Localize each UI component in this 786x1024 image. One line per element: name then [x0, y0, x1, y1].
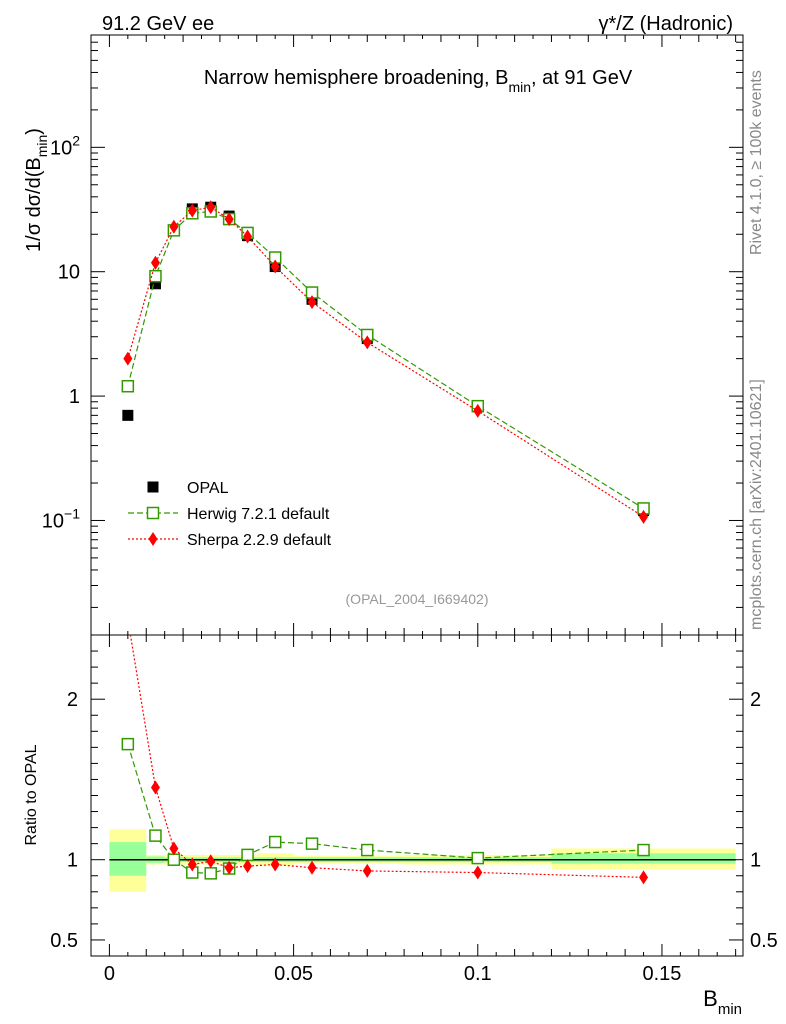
series-line	[127, 206, 644, 518]
series-opal	[122, 201, 650, 517]
ratio-point	[268, 835, 282, 849]
ratio-point	[305, 837, 319, 850]
ratio-point	[169, 841, 179, 856]
ratio-point	[149, 829, 162, 842]
ratio-point	[243, 859, 253, 874]
ratio-point	[361, 843, 374, 857]
ratio-point	[270, 857, 280, 872]
mc-point	[243, 229, 253, 244]
mc-point	[270, 259, 280, 274]
series-herwig	[121, 205, 650, 515]
ratio-y-tick-label: 1	[67, 850, 78, 872]
ratio-point	[204, 867, 217, 880]
stat-uncertainty-band	[551, 853, 736, 864]
ratio-point	[224, 860, 234, 875]
mc-point	[187, 203, 197, 218]
x-tick-label: 0	[104, 963, 115, 985]
x-tick-label: 0.1	[464, 963, 492, 985]
ratio-y-tick-label: 2	[67, 689, 78, 711]
main-y-axis-label: 1/σ dσ/d(Bmin)	[23, 128, 50, 252]
series-sherpa	[123, 200, 649, 524]
ratio-point	[473, 865, 483, 880]
process-label: γ*/Z (Hadronic)	[599, 13, 733, 35]
mc-point	[206, 200, 216, 215]
ratio-y-tick-label-right: 1	[750, 850, 761, 872]
ratio-panel: Ratio to OPAL Bmin 0 0.05 0.1 0.15 0.5 0.5 1 1 2…	[23, 35, 778, 1018]
mc-point	[149, 269, 162, 283]
legend-label: Sherpa 2.2.9 default	[187, 532, 332, 549]
ratio-point	[241, 848, 254, 862]
legend-marker	[147, 481, 159, 493]
legend-label: Herwig 7.2.1 default	[187, 506, 330, 523]
legend: OPAL Herwig 7.2.1 default Sherpa 2.2.9 def…	[128, 480, 332, 549]
x-axis-label: Bmin	[703, 986, 742, 1018]
legend-label: OPAL	[187, 480, 229, 497]
ratio-series-line	[129, 635, 644, 878]
ratio-point	[362, 863, 372, 878]
mc-point	[224, 212, 234, 227]
ratio-uncertainty-bands	[109, 829, 736, 892]
ratio-y-axis-label: Ratio to OPAL	[23, 744, 40, 845]
ratio-point	[206, 854, 216, 869]
y-tick-label: 1	[69, 386, 80, 408]
mc-point	[123, 351, 133, 366]
ratio-y-tick-label: 0.5	[50, 930, 78, 952]
x-tick-label: 0.05	[274, 963, 313, 985]
energy-label: 91.2 GeV ee	[102, 13, 214, 35]
ratio-point	[123, 612, 132, 626]
ratio-y-tick-label-right: 0.5	[750, 930, 778, 952]
mc-point	[169, 219, 179, 234]
ratio-point	[167, 853, 181, 866]
legend-marker	[148, 532, 158, 546]
data-point	[149, 278, 161, 290]
ratio-plot-frame	[90, 634, 744, 957]
mc-point	[362, 335, 372, 350]
mc-point	[639, 509, 649, 524]
ratio-point	[307, 860, 317, 875]
ratio-point	[471, 851, 485, 865]
ratio-point	[187, 857, 197, 872]
mc-point	[121, 379, 135, 393]
chart-title: Narrow hemisphere broadening, Bmin, at 9…	[204, 67, 633, 95]
mc-point	[473, 403, 483, 418]
main-panel: Narrow hemisphere broadening, Bmin, at 9…	[23, 34, 744, 636]
ratio-point	[150, 780, 160, 795]
ratio-point	[639, 870, 649, 885]
ratio-series-sherpa	[123, 612, 649, 885]
mcplots-label: mcplots.cern.ch [arXiv:2401.10621]	[748, 379, 765, 630]
stat-uncertainty-band	[109, 842, 147, 876]
data-point	[122, 409, 134, 421]
mc-point	[150, 255, 160, 270]
y-tick-label: 10−1	[42, 505, 80, 532]
x-tick-label: 0.15	[642, 963, 681, 985]
y-tick-label: 102	[50, 132, 80, 159]
mc-point	[307, 295, 317, 310]
rivet-version-label: Rivet 4.1.0, ≥ 100k events	[748, 70, 765, 255]
y-tick-label: 10	[58, 262, 80, 284]
series-line	[127, 210, 644, 509]
ratio-point	[121, 737, 135, 751]
analysis-tag: (OPAL_2004_I669402)	[346, 591, 489, 607]
ratio-y-tick-label-right: 2	[750, 689, 761, 711]
legend-marker	[146, 506, 160, 520]
ratio-point	[637, 843, 650, 857]
